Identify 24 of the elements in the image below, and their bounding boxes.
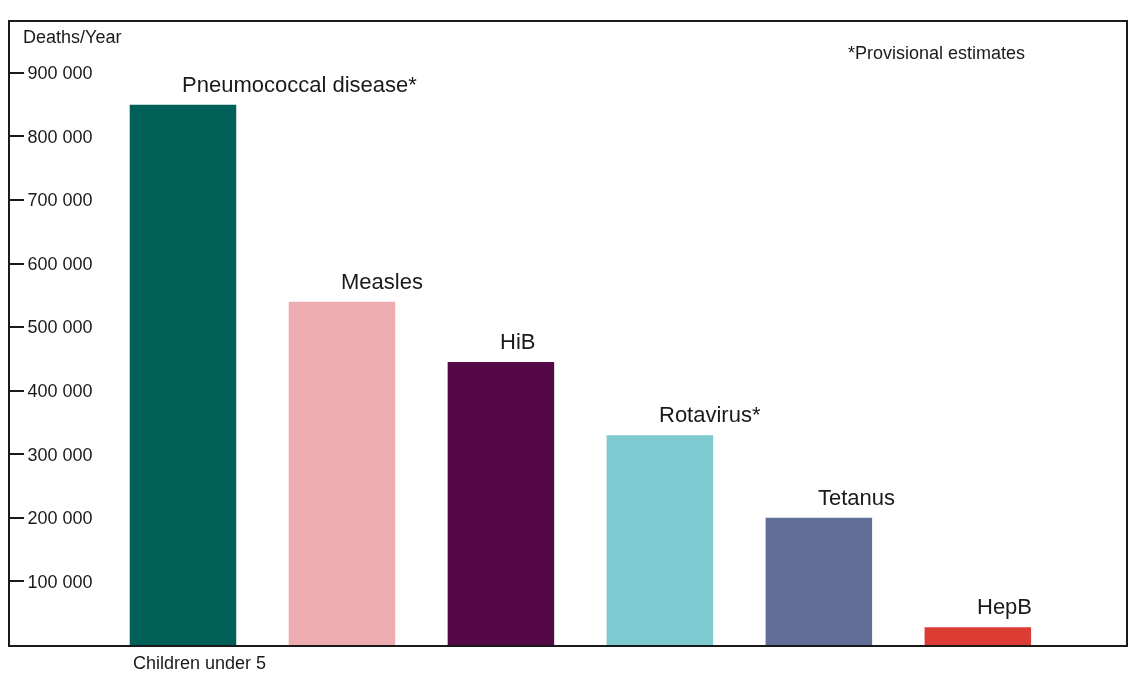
bar [129, 104, 237, 645]
y-tick-label: 600 000 [27, 253, 93, 274]
bar [288, 301, 396, 645]
annotation: *Provisional estimates [848, 43, 1026, 63]
y-axis-title: Deaths/Year [23, 27, 122, 47]
series-label: Tetanus [818, 485, 896, 510]
x-axis-title: Children under 5 [133, 653, 267, 673]
y-tick-label: 900 000 [27, 63, 93, 84]
bar [606, 435, 714, 645]
y-tick-label: 300 000 [27, 444, 93, 465]
series-label: HepB [977, 594, 1033, 619]
bar [924, 627, 1032, 645]
bar [765, 517, 873, 645]
bar [447, 362, 555, 645]
y-tick-label: 200 000 [27, 508, 93, 529]
series-label: Rotavirus* [659, 402, 761, 427]
y-tick-label: 100 000 [27, 571, 93, 592]
y-tick-label: 400 000 [27, 381, 93, 402]
series-label: Pneumococcal disease* [182, 72, 418, 97]
series-label: Measles [341, 269, 423, 294]
series-label: HiB [500, 329, 536, 354]
y-tick-label: 800 000 [27, 126, 93, 147]
y-tick-label: 700 000 [27, 190, 93, 211]
y-tick-label: 500 000 [27, 317, 93, 338]
